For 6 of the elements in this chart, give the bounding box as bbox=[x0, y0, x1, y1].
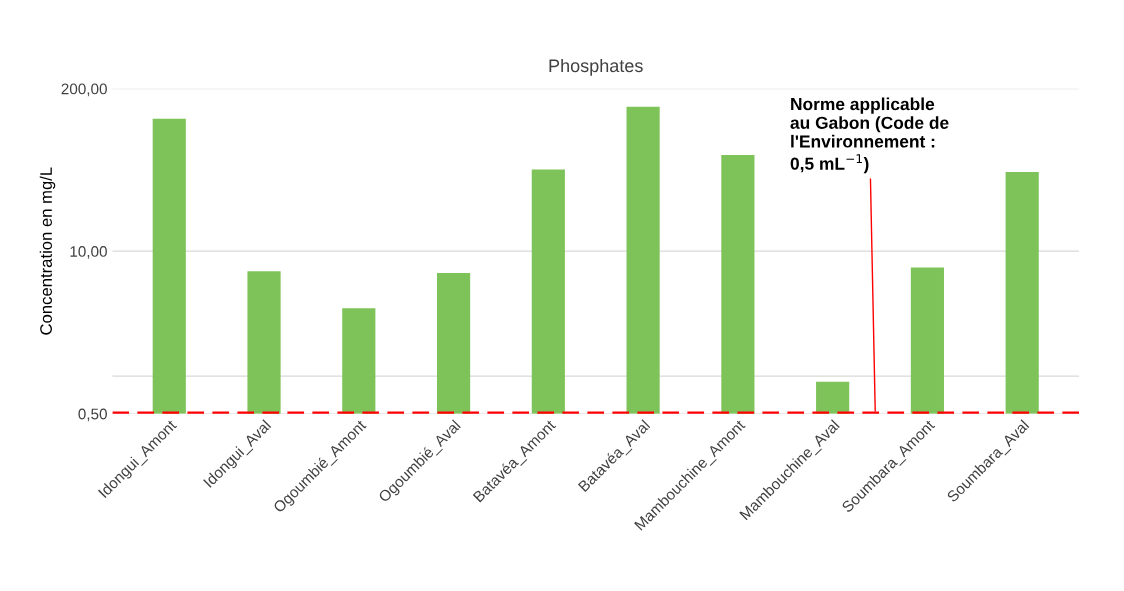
y-tick-label: 10,00 bbox=[70, 246, 107, 259]
y-tick-label: 200,00 bbox=[61, 83, 107, 97]
y-axis-title: Concentration en mg/L bbox=[39, 167, 56, 335]
y-tick-label: 0,50 bbox=[78, 408, 107, 422]
chart-title: Phosphates bbox=[549, 58, 643, 76]
ref-line-label: Norme applicable au Gabon (Code de l'Environnement : 0,5 mL$^{−1}$) bbox=[790, 97, 949, 174]
